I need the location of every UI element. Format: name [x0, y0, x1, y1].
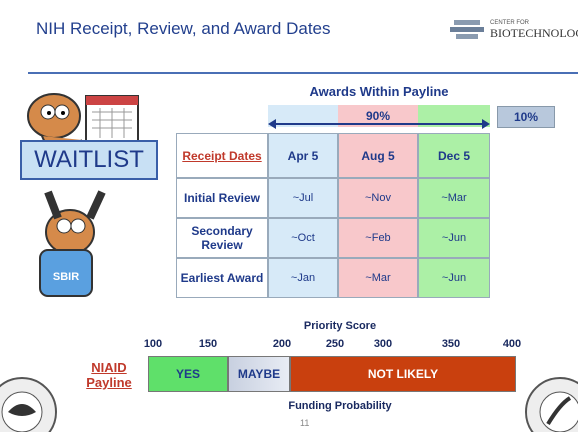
table-cell: ~Mar — [338, 258, 418, 298]
score-footer: Funding Probability — [250, 400, 430, 412]
hhs-seal — [520, 372, 578, 432]
score-tick: 400 — [492, 338, 532, 350]
logo: CENTER FOR BIOTECHNOLOGY — [448, 14, 578, 44]
page-number: 11 — [300, 418, 309, 428]
table-cell: ~Oct — [268, 218, 338, 258]
segment-not-likely: NOT LIKELY — [290, 356, 516, 392]
score-tick: 250 — [315, 338, 355, 350]
outside-payline: 10% — [497, 106, 555, 128]
nih-seal — [0, 372, 60, 432]
segment-yes: YES — [148, 356, 228, 392]
table-header-cell: Aug 5 — [338, 133, 418, 178]
table-cell: ~Jun — [418, 218, 490, 258]
waitlist-box: WAITLIST — [20, 140, 158, 180]
score-tick: 300 — [363, 338, 403, 350]
table-cell: ~Jun — [418, 258, 490, 298]
table-header-cell: Dec 5 — [418, 133, 490, 178]
score-title: Priority Score — [260, 320, 420, 332]
score-tick: 200 — [262, 338, 302, 350]
slide-title: NIH Receipt, Review, and Award Dates — [36, 18, 396, 39]
table-cell: ~Nov — [338, 178, 418, 218]
table-cell: ~Mar — [418, 178, 490, 218]
logo-large: BIOTECHNOLOGY — [490, 26, 578, 40]
table-cell: ~Jul — [268, 178, 338, 218]
table-cell: ~Jan — [268, 258, 338, 298]
payline-label: NIAID Payline — [78, 360, 140, 390]
table-header-cell: Receipt Dates — [176, 133, 268, 178]
slide: NIH Receipt, Review, and Award Dates CEN… — [0, 0, 578, 432]
cartoon-label: SBIR — [53, 271, 79, 283]
score-tick: 350 — [431, 338, 471, 350]
awards-header: Awards Within Payline — [268, 84, 490, 99]
table-cell: ~Feb — [338, 218, 418, 258]
score-tick: 150 — [188, 338, 228, 350]
table-row-header: Secondary Review — [176, 218, 268, 258]
segment-maybe: MAYBE — [228, 356, 290, 392]
table-row-header: Earliest Award — [176, 258, 268, 298]
cartoon: SBIR — [12, 82, 172, 302]
title-rule — [28, 72, 578, 74]
payline-arrow — [268, 118, 490, 130]
table-row-header: Initial Review — [176, 178, 268, 218]
score-tick: 100 — [133, 338, 173, 350]
table-header-cell: Apr 5 — [268, 133, 338, 178]
